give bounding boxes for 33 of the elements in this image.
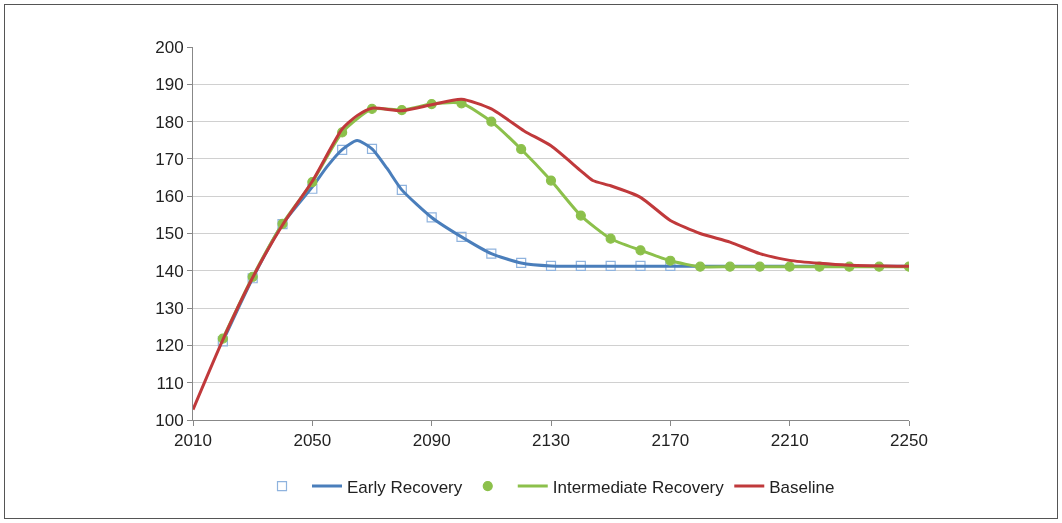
point: [545, 260, 557, 272]
point: [605, 260, 616, 272]
point: [396, 184, 407, 195]
x-tick-label: 2250: [890, 431, 928, 451]
y-tick-label: 100: [155, 410, 184, 430]
y-tick-label: 120: [155, 336, 184, 356]
x-tick-label: 2130: [532, 431, 570, 451]
x-tick-label: 2210: [770, 431, 809, 451]
line-series: [193, 97, 909, 412]
y-tick-label: 200: [155, 37, 184, 57]
x-tick-label: 2170: [651, 431, 690, 451]
y-tick-label: 190: [155, 75, 184, 95]
legend-label: Intermediate Recovery: [552, 477, 725, 497]
point: [516, 257, 527, 269]
point: [366, 143, 378, 154]
y-tick-label: 140: [155, 261, 184, 281]
point: [456, 231, 467, 242]
y-tick-label: 160: [155, 187, 184, 207]
point: [337, 144, 348, 156]
x-tick-label: 2090: [412, 431, 451, 451]
point: [635, 260, 646, 272]
legend-label: Early Recovery: [347, 477, 463, 497]
point: [426, 212, 437, 223]
y-tick-label: 180: [155, 112, 184, 132]
legend-label: Baseline: [769, 477, 835, 497]
point: [575, 260, 586, 272]
x-tick-label: 2010: [174, 431, 212, 451]
y-tick-label: 150: [155, 224, 184, 244]
x-tick-label: 2050: [293, 431, 332, 451]
point: [486, 248, 497, 259]
y-tick-label: 170: [155, 149, 184, 169]
y-tick-label: 130: [155, 299, 184, 319]
y-tick-label: 110: [156, 373, 184, 393]
